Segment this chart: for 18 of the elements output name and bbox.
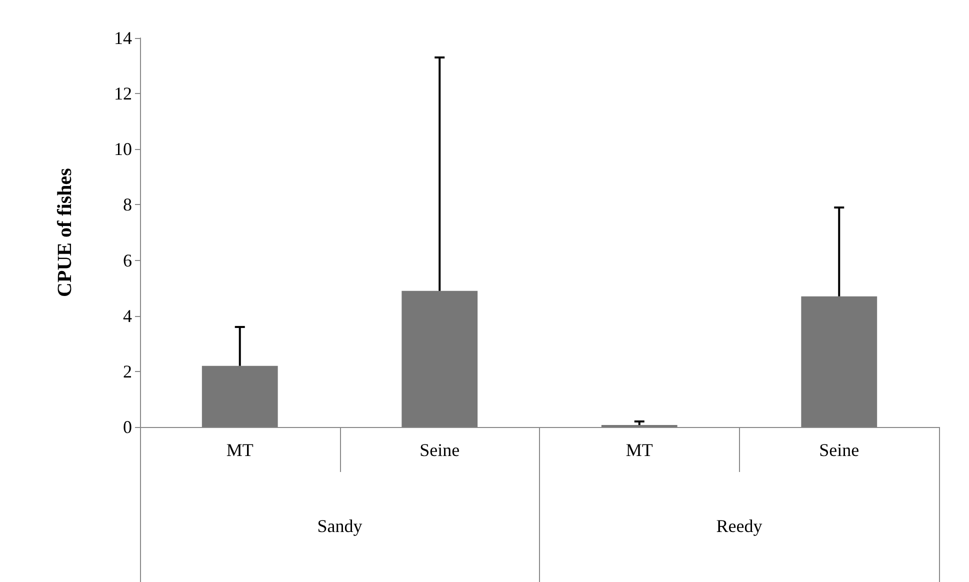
y-tick-label: 10 [114,139,132,160]
x-tick-label: Seine [819,440,860,460]
bar [202,366,278,427]
y-tick-label: 0 [123,417,132,437]
y-tick-label: 2 [123,361,132,382]
y-tick-label: 6 [123,250,132,270]
y-tick-label: 14 [114,28,132,48]
x-tick-label: MT [226,440,254,460]
x-tick-label: Seine [420,440,460,460]
y-tick-label: 8 [123,194,132,215]
text: Reedy [716,516,762,536]
bar [801,296,878,427]
text: Sandy [317,516,362,536]
x-tick-label: MT [626,440,653,460]
y-axis-title: CPUE of fishes [54,168,76,297]
y-tick-label: 4 [123,306,132,326]
y-tick-label: 12 [114,84,132,104]
bar [402,290,478,427]
